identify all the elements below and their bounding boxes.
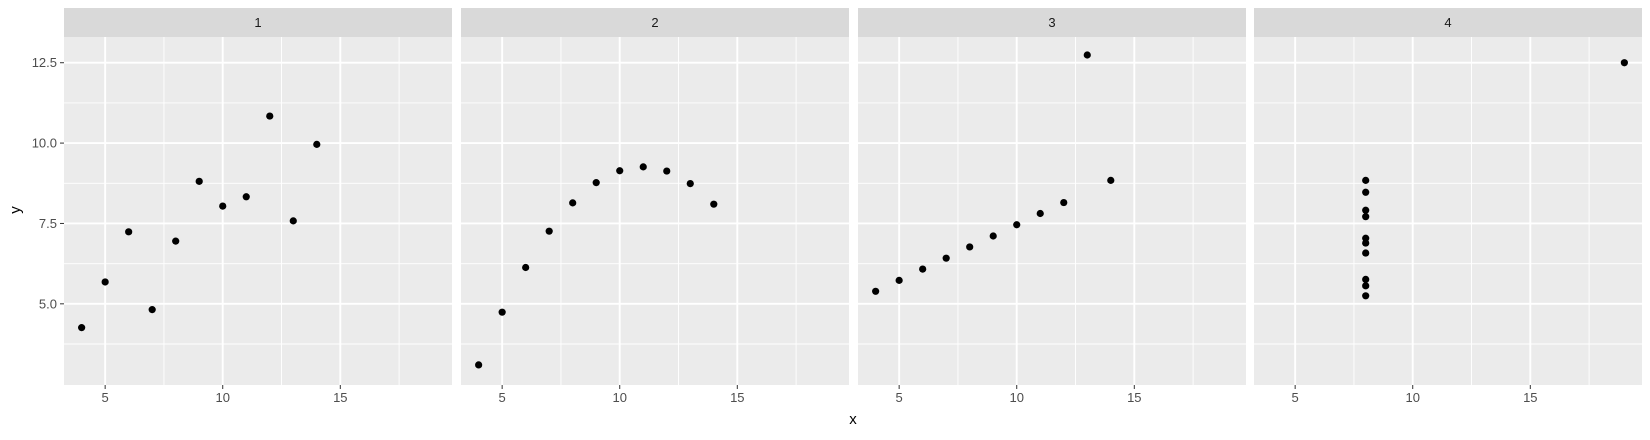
data-point — [101, 278, 109, 286]
data-point — [616, 167, 624, 175]
data-point — [125, 228, 133, 236]
data-point — [289, 217, 297, 225]
data-point — [639, 163, 647, 171]
data-point — [1362, 188, 1370, 196]
facet-panel-3: 3 5 10 15 — [858, 8, 1246, 405]
data-point — [1362, 213, 1370, 221]
facet-strip-label: 2 — [651, 15, 658, 30]
x-axis-title: x — [849, 411, 857, 428]
data-point — [148, 306, 156, 314]
x-tick-label: 10 — [612, 390, 626, 405]
data-point — [1036, 209, 1044, 218]
data-point — [266, 112, 274, 120]
data-point — [1083, 51, 1091, 59]
facet-panel-4: 4 5 10 15 — [1254, 8, 1642, 405]
x-tick-label: 15 — [1127, 390, 1141, 405]
data-point — [1107, 176, 1115, 184]
panel-background — [64, 37, 452, 385]
data-point — [872, 287, 880, 295]
data-point — [313, 140, 321, 148]
data-point — [1013, 221, 1021, 229]
x-tick-label: 15 — [730, 390, 744, 405]
facet-strip-label: 4 — [1444, 15, 1451, 30]
data-point — [1060, 198, 1068, 207]
facet-strip-label: 3 — [1048, 15, 1055, 30]
facet-strip — [1254, 8, 1642, 37]
x-tick-label: 15 — [333, 390, 347, 405]
data-point — [1362, 275, 1370, 283]
panel-background — [858, 37, 1246, 385]
x-tick-label: 15 — [1523, 390, 1537, 405]
x-tick-label: 10 — [1009, 390, 1023, 405]
x-tick-label: 5 — [1292, 390, 1299, 405]
y-tick-label: 10.0 — [32, 136, 57, 151]
x-tick-label: 5 — [102, 390, 109, 405]
data-point — [919, 265, 927, 273]
y-tick-label: 7.5 — [39, 216, 57, 231]
facet-strip — [64, 8, 452, 37]
x-tick-label: 5 — [896, 390, 903, 405]
data-point — [78, 324, 86, 332]
data-point — [475, 361, 483, 369]
data-point — [686, 179, 694, 188]
data-point — [710, 200, 718, 208]
y-axis-title: y — [7, 206, 24, 214]
y-tick-label: 12.5 — [32, 55, 57, 70]
data-point — [1620, 59, 1628, 67]
data-point — [569, 199, 577, 207]
data-point — [663, 167, 671, 175]
panel-background — [1254, 37, 1642, 385]
data-point — [522, 263, 530, 272]
data-point — [966, 243, 974, 251]
data-point — [545, 227, 553, 235]
data-point — [989, 232, 997, 240]
data-point — [592, 179, 600, 187]
data-point — [895, 276, 903, 284]
data-point — [219, 202, 227, 210]
data-point — [242, 193, 250, 201]
data-point — [1362, 292, 1370, 300]
facet-panel-2: 2 5 10 15 — [461, 8, 849, 405]
data-point — [498, 308, 506, 316]
facet-panel-1: 15 10 15 — [64, 8, 452, 405]
data-point — [942, 254, 950, 262]
facet-strip-label: 1 — [254, 15, 261, 30]
x-tick-label: 5 — [499, 390, 506, 405]
data-point — [1362, 282, 1370, 290]
data-point — [1362, 249, 1370, 257]
data-point — [195, 177, 203, 185]
panel-background — [461, 37, 849, 385]
facet-strip — [461, 8, 849, 37]
x-tick-label: 10 — [215, 390, 229, 405]
facet-strip — [858, 8, 1246, 37]
y-tick-label: 5.0 — [39, 296, 57, 311]
data-point — [1362, 176, 1370, 184]
y-axis: 5.0 7.5 10.0 12.5 — [32, 55, 64, 311]
data-point — [1362, 206, 1370, 214]
data-point — [1362, 239, 1370, 247]
data-point — [172, 237, 180, 245]
x-tick-label: 10 — [1405, 390, 1419, 405]
